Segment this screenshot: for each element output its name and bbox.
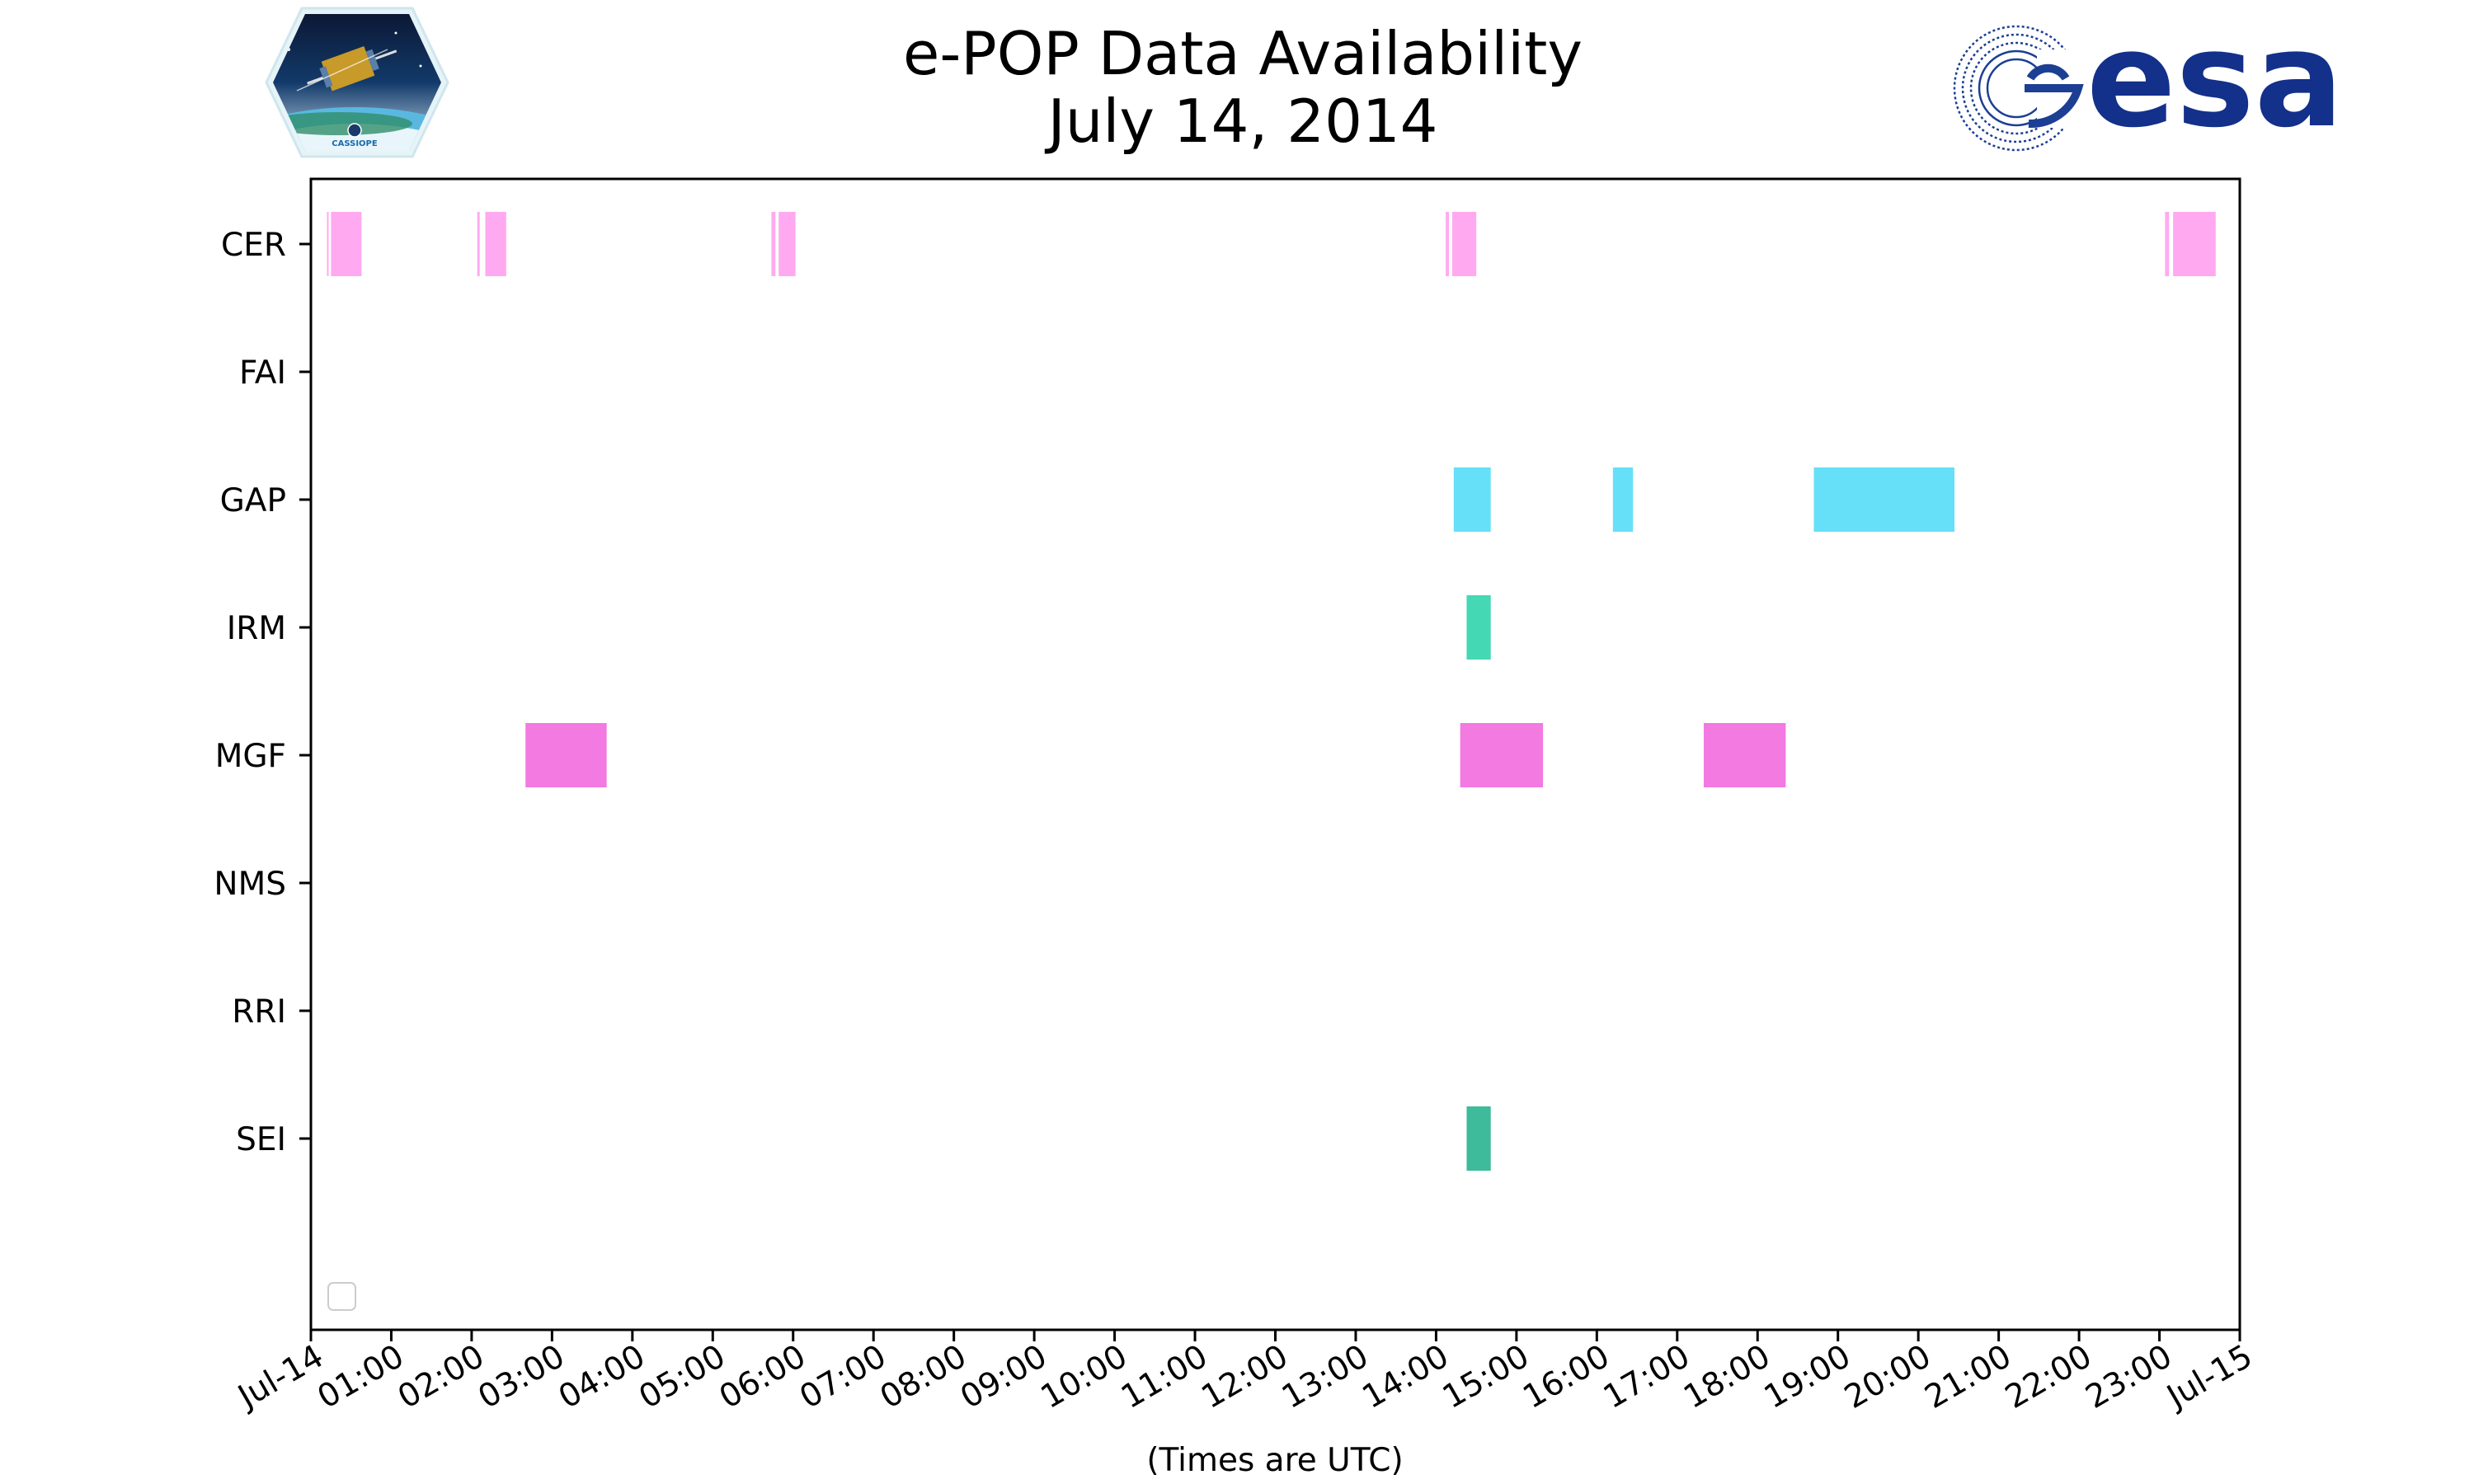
x-tick-label-10: 10:00 [1035, 1338, 1134, 1416]
x-tick-label-23: 23:00 [2080, 1338, 2179, 1416]
x-tick-label-4: 04:00 [553, 1338, 651, 1416]
bar-mgf-2 [1703, 723, 1786, 787]
y-tick-label-cer: CER [221, 227, 286, 264]
bar-cer-8 [2165, 212, 2170, 276]
bar-cer-7 [1451, 212, 1477, 276]
x-tick-label-3: 03:00 [473, 1338, 571, 1416]
bar-cer-2 [477, 212, 480, 276]
y-tick-label-nms: NMS [214, 866, 286, 903]
x-tick-label-1: 01:00 [312, 1338, 411, 1416]
y-tick-label-gap: GAP [220, 482, 286, 519]
esa-logo-icon: esa [1953, 2, 2344, 157]
x-tick-label-0: Jul-14 [230, 1338, 330, 1417]
x-axis: Jul-1401:0002:0003:0004:0005:0006:0007:0… [230, 1330, 2259, 1417]
x-tick-label-21: 21:00 [1919, 1338, 2018, 1416]
x-tick-label-20: 20:00 [1838, 1338, 1937, 1416]
bar-cer-0 [327, 212, 329, 276]
x-tick-label-24: Jul-15 [2159, 1338, 2259, 1417]
cassiope-logo-text: CASSIOPE [332, 139, 378, 148]
x-tick-label-7: 07:00 [793, 1338, 892, 1416]
chart-title: e-POP Data Availability [903, 19, 1583, 88]
x-tick-label-6: 06:00 [713, 1338, 812, 1416]
bar-cer-6 [1446, 212, 1450, 276]
bar-cer-9 [2173, 212, 2216, 276]
x-tick-label-8: 08:00 [874, 1338, 973, 1416]
x-tick-label-15: 15:00 [1437, 1338, 1536, 1416]
y-axis: CER FAI GAP IRM MGF NMS RRI SEI [214, 227, 311, 1158]
x-axis-label: (Times are UTC) [1146, 1442, 1403, 1479]
y-tick-label-irm: IRM [227, 610, 286, 647]
bar-cer-4 [771, 212, 776, 276]
x-tick-label-17: 17:00 [1597, 1338, 1696, 1416]
y-tick-label-rri: RRI [232, 993, 286, 1031]
legend-box [327, 1282, 356, 1311]
x-tick-label-9: 09:00 [954, 1338, 1053, 1416]
y-tick-label-fai: FAI [239, 355, 286, 392]
x-tick-label-14: 14:00 [1357, 1338, 1456, 1416]
x-tick-label-5: 05:00 [633, 1338, 731, 1416]
x-tick-label-18: 18:00 [1677, 1338, 1776, 1416]
bar-gap-0 [1453, 467, 1491, 532]
bar-cer-3 [485, 212, 506, 276]
bar-irm-0 [1466, 595, 1491, 660]
bar-gap-2 [1813, 467, 1955, 532]
bar-cer-1 [331, 212, 362, 276]
x-tick-label-19: 19:00 [1758, 1338, 1857, 1416]
esa-logo-text: esa [2086, 2, 2344, 157]
bar-mgf-1 [1460, 723, 1544, 787]
x-tick-label-13: 13:00 [1276, 1338, 1375, 1416]
bars-layer [327, 212, 2216, 1171]
bar-cer-5 [778, 212, 796, 276]
chart-subtitle-date: July 14, 2014 [1045, 87, 1438, 156]
bar-mgf-0 [525, 723, 607, 787]
x-tick-label-16: 16:00 [1517, 1338, 1616, 1416]
x-tick-label-12: 12:00 [1196, 1338, 1295, 1416]
x-tick-label-22: 22:00 [1999, 1338, 2098, 1416]
bar-sei-0 [1466, 1106, 1491, 1171]
y-tick-label-sei: SEI [236, 1121, 286, 1158]
x-tick-label-11: 11:00 [1115, 1338, 1214, 1416]
cassiope-logo-icon: CASSIOPE [265, 7, 449, 158]
y-tick-label-mgf: MGF [215, 738, 286, 775]
bar-gap-1 [1612, 467, 1634, 532]
x-tick-label-2: 02:00 [392, 1338, 491, 1416]
